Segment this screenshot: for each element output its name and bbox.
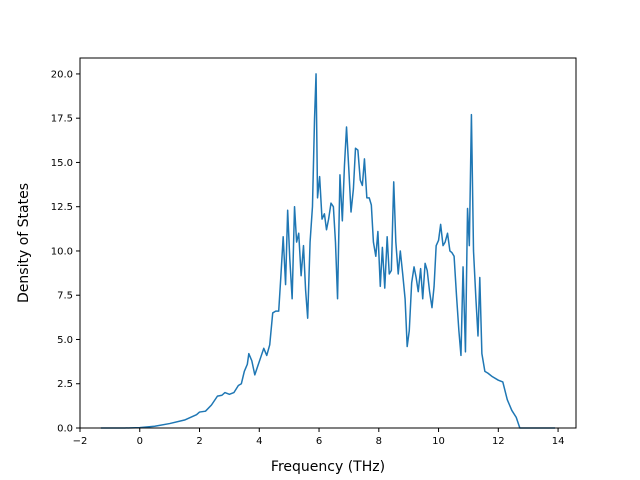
x-tick-label: 14 [552,436,565,447]
y-tick-label: 7.5 [57,291,73,302]
y-tick-label: 2.5 [57,379,73,390]
x-axis-label: Frequency (THz) [271,459,385,475]
y-tick-label: 10.0 [51,246,73,257]
y-tick-label: 5.0 [57,335,73,346]
plot-area [80,58,576,428]
x-tick-label: 8 [376,436,382,447]
y-tick-label: 0.0 [57,424,73,435]
y-tick-label: 17.5 [51,114,73,125]
x-tick-label: 6 [316,436,322,447]
line-layer [100,73,556,429]
dos-series-line [100,73,556,429]
y-tick-label: 12.5 [51,202,73,213]
x-tick-label: 10 [432,436,445,447]
x-tick-label: 4 [256,436,262,447]
y-tick-label: 20.0 [51,69,73,80]
plot-frame [79,57,577,429]
x-tick-label: 12 [492,436,505,447]
y-tick-label: 15.0 [51,158,73,169]
x-tick-label: 2 [196,436,202,447]
y-axis-label: Density of States [16,183,32,303]
y-ticks: 0.0 2.5 5.0 7.5 10.0 12.5 15.0 17.5 20.0 [51,69,80,435]
x-tick-label: 0 [137,436,143,447]
x-tick-label: −2 [73,436,88,447]
x-ticks: −2 0 2 4 6 8 10 12 14 [73,428,565,447]
